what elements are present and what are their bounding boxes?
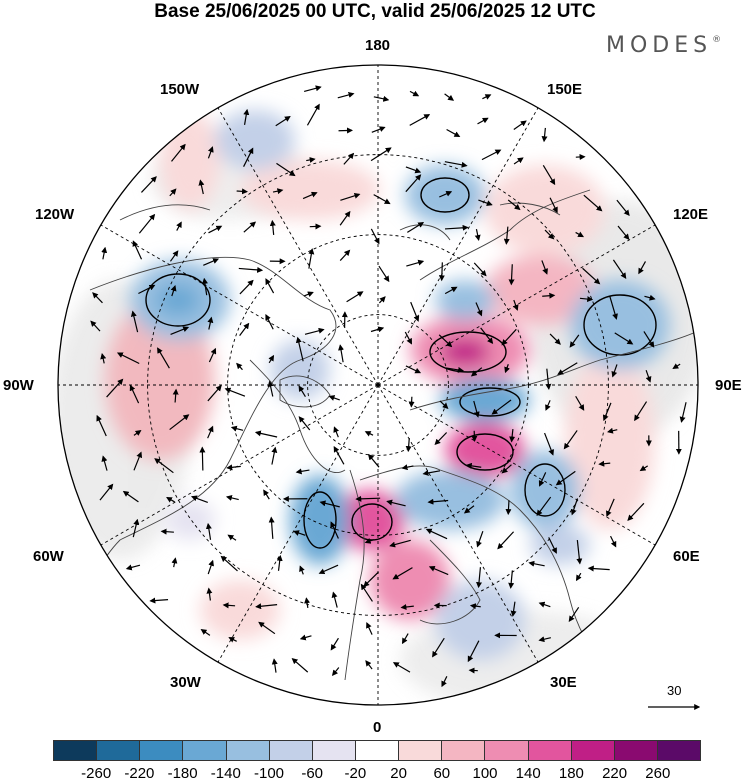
colorbar-segment [140, 741, 184, 760]
colorbar [53, 740, 701, 761]
lon-label-150w: 150W [160, 81, 200, 98]
colorbar-tick-label: 220 [602, 765, 628, 782]
colorbar-segment [183, 741, 227, 760]
map-title: Base 25/06/2025 00 UTC, valid 25/06/2025… [154, 1, 596, 22]
colorbar-segment [54, 741, 98, 760]
colorbar-tick-label: -180 [167, 765, 198, 782]
lon-label-90w: 90W [3, 377, 34, 394]
colorbar-segment [614, 741, 658, 760]
lon-label-180: 180 [365, 37, 391, 54]
lon-label-0: 0 [373, 719, 382, 736]
colorbar-tick-label: -140 [210, 765, 241, 782]
colorbar-segment [442, 741, 486, 760]
colorbar-segment [399, 741, 443, 760]
map-disc [58, 65, 698, 705]
colorbar-tick-label: 20 [390, 765, 407, 782]
lon-label-120w: 120W [35, 206, 75, 223]
lon-label-90e: 90E [715, 377, 742, 394]
modes-logo: MODES® [606, 33, 722, 58]
lon-label-150e: 150E [547, 81, 583, 98]
colorbar-tick-label: 260 [645, 765, 671, 782]
wind-vectors [90, 85, 687, 688]
colorbar-tick-label: -60 [301, 765, 324, 782]
colorbar-segment [571, 741, 615, 760]
lon-label-60e: 60E [673, 548, 700, 565]
anomaly-shading [105, 110, 670, 660]
colorbar-tick-label: -260 [81, 765, 112, 782]
colorbar-tick-label: 100 [472, 765, 498, 782]
colorbar-segment [312, 741, 356, 760]
vector-reference: 30 [647, 683, 703, 713]
graticule [58, 65, 698, 705]
colorbar-segment [269, 741, 313, 760]
contour-lines [145, 177, 657, 549]
colorbar-segment [355, 741, 400, 760]
map-border [57, 64, 699, 706]
lon-label-120e: 120E [673, 206, 709, 223]
lon-label-30e: 30E [550, 674, 577, 691]
colorbar-tick-label: -100 [253, 765, 285, 782]
colorbar-segment [657, 741, 701, 760]
colorbar-tick-label: 60 [433, 765, 451, 782]
lon-label-30w: 30W [170, 674, 201, 691]
colorbar-tick-label: 140 [515, 765, 541, 782]
colorbar-tick-label: -20 [344, 765, 367, 782]
vector-reference-label: 30 [667, 683, 682, 698]
colorbar-segment [226, 741, 270, 760]
colorbar-tick-label: -220 [124, 765, 155, 782]
colorbar-segment [528, 741, 572, 760]
colorbar-segment [97, 741, 141, 760]
lon-label-60w: 60W [33, 548, 64, 565]
colorbar-segment [485, 741, 529, 760]
colorbar-tick-label: 180 [558, 765, 584, 782]
